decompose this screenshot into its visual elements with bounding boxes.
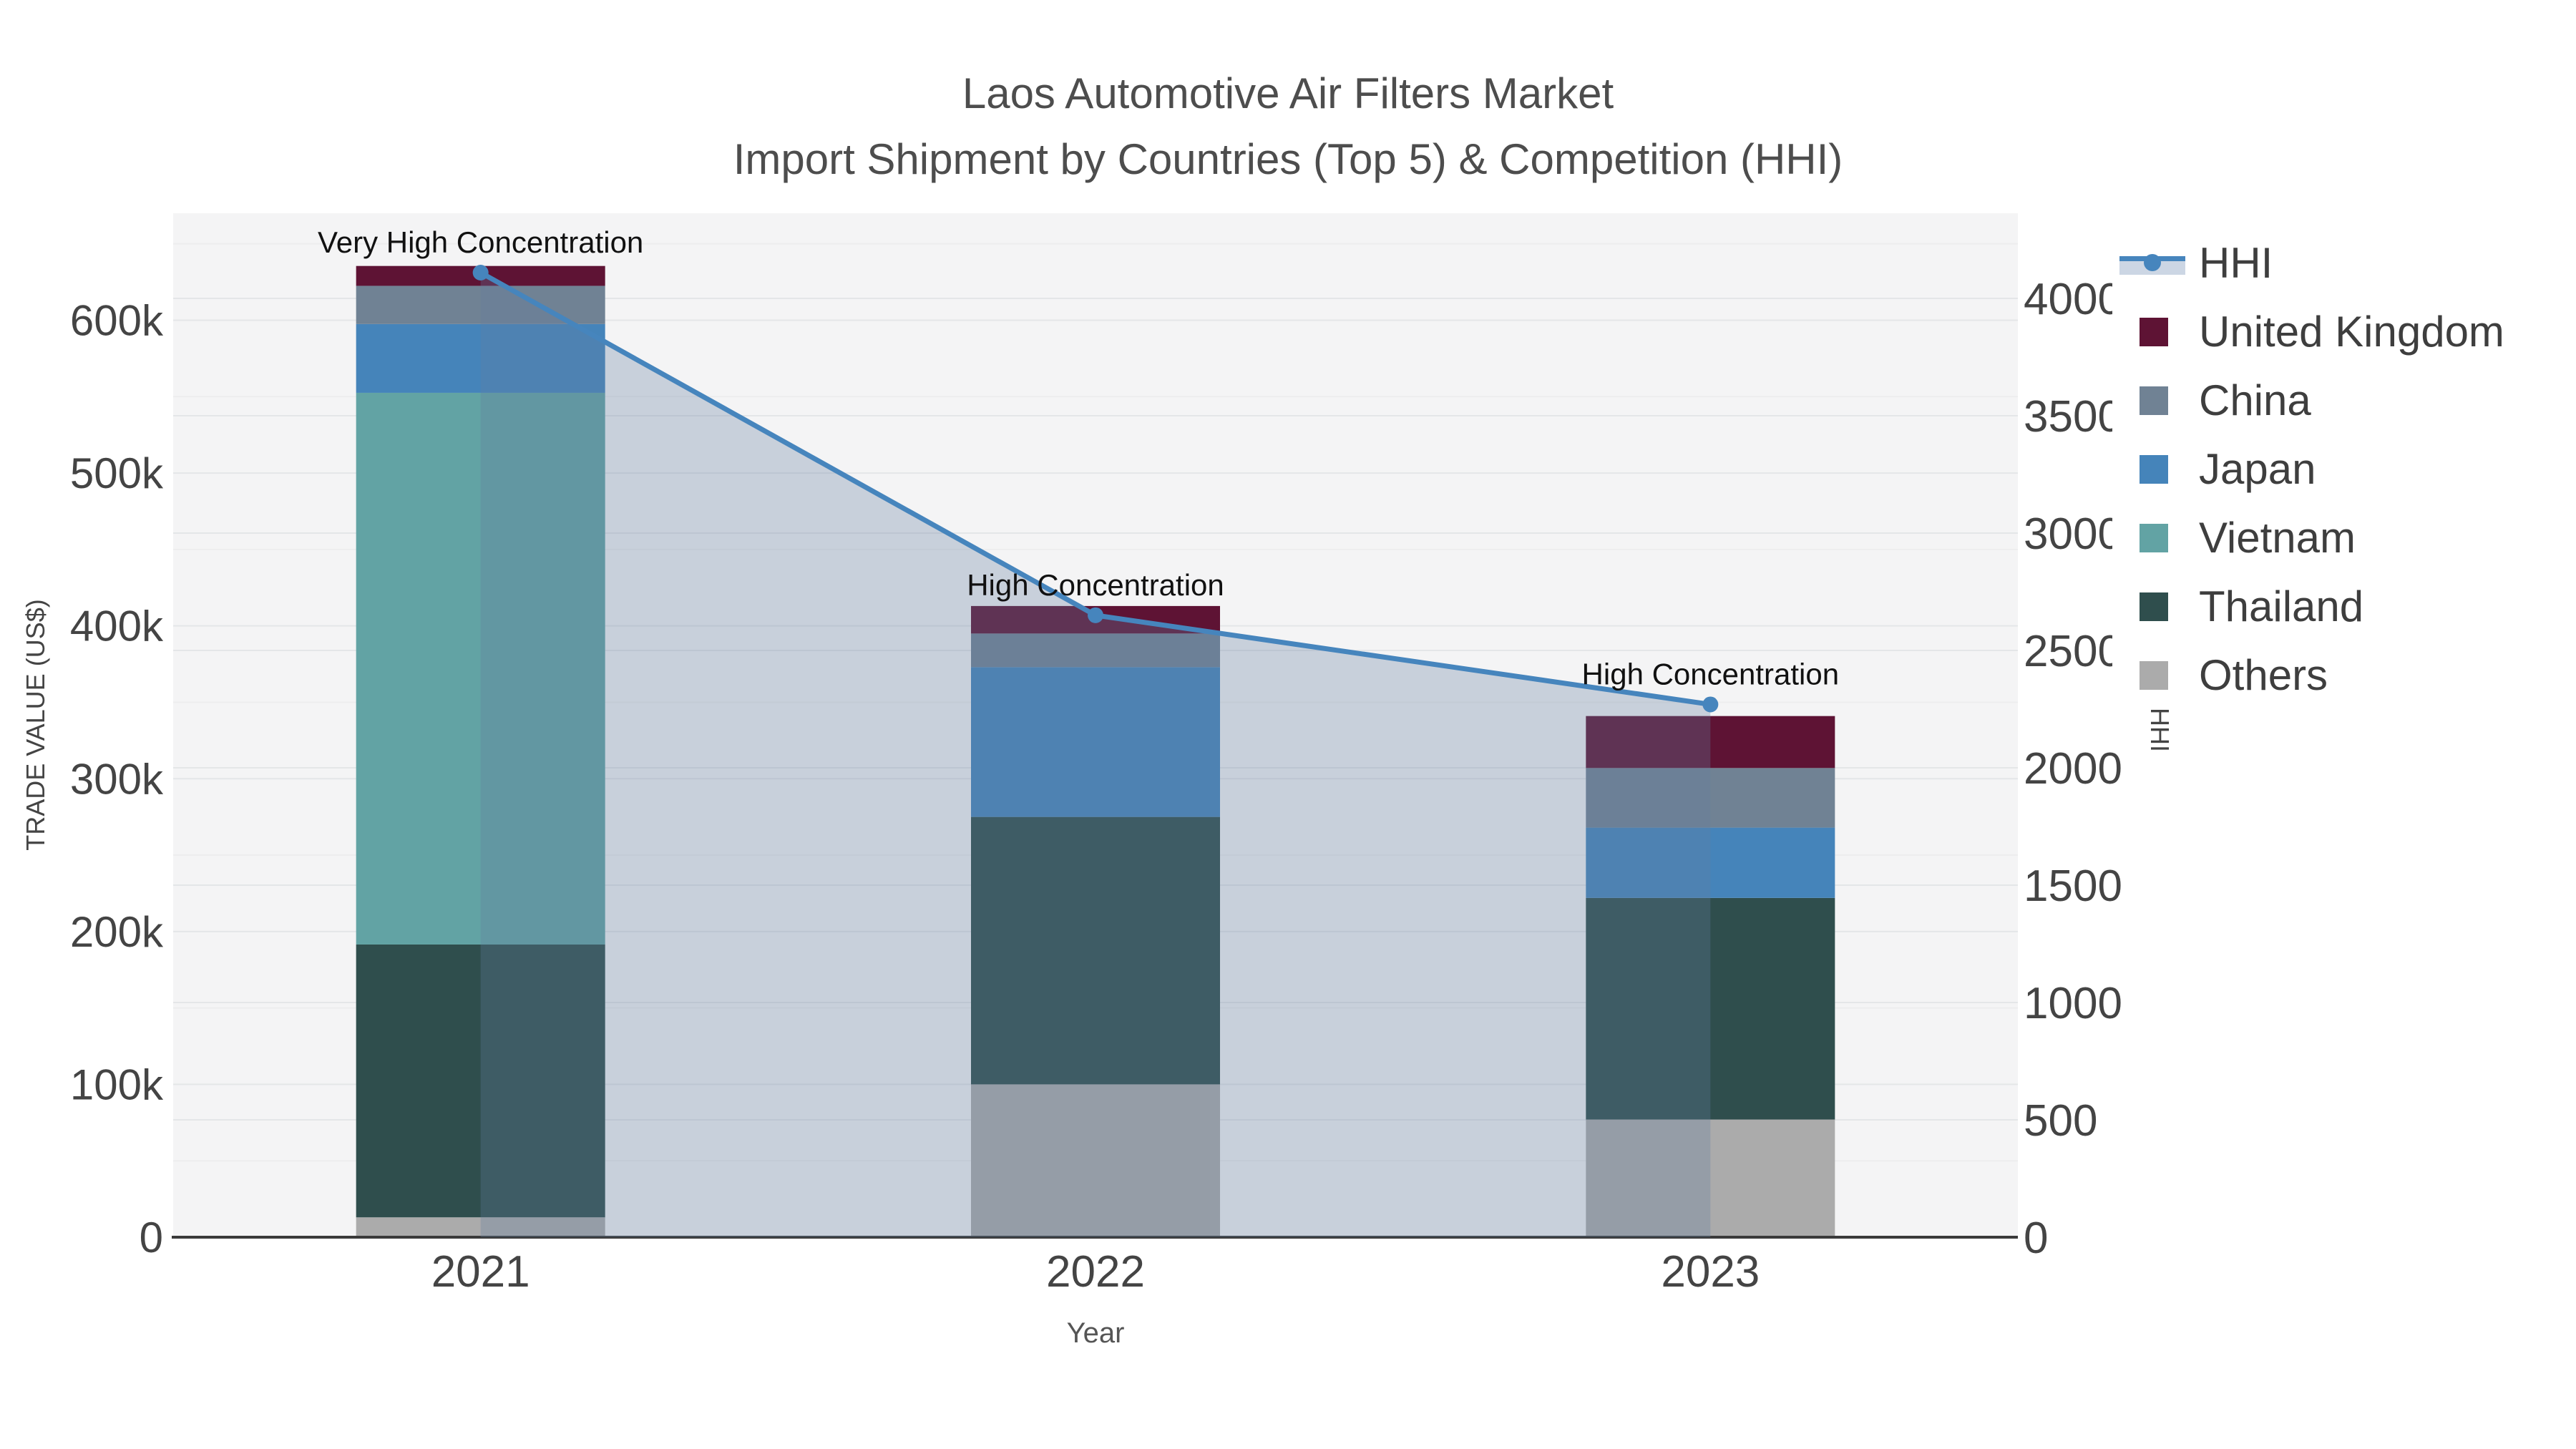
legend-item-china[interactable]: China bbox=[2112, 366, 2567, 435]
chart-title: Laos Automotive Air Filters Market bbox=[962, 69, 1614, 117]
legend-color-swatch-icon bbox=[2140, 455, 2168, 484]
hhi-marker-2022[interactable] bbox=[1088, 607, 1103, 623]
hhi-area-fill bbox=[480, 272, 1711, 1238]
x-tick-label-2022: 2022 bbox=[1046, 1247, 1145, 1297]
y-left-tick-label: 600k bbox=[70, 297, 164, 345]
annotation-2021: Very High Concentration bbox=[318, 225, 643, 259]
chart-subtitle: Import Shipment by Countries (Top 5) & C… bbox=[733, 135, 1843, 183]
bar-segment-vietnam-2021[interactable] bbox=[356, 392, 605, 945]
legend-label: Vietnam bbox=[2199, 514, 2356, 562]
y-right-tick-label: 3000 bbox=[2024, 509, 2122, 559]
bar-segment-united-kingdom-2023[interactable] bbox=[1586, 716, 1835, 769]
legend-color-swatch-icon bbox=[2140, 661, 2168, 690]
bar-segment-japan-2021[interactable] bbox=[356, 323, 605, 393]
legend-label: Others bbox=[2199, 651, 2328, 699]
x-tick-label-2021: 2021 bbox=[431, 1247, 530, 1297]
y-left-tick-label: 0 bbox=[140, 1214, 163, 1262]
legend-label: HHI bbox=[2199, 239, 2273, 287]
legend-item-thailand[interactable]: Thailand bbox=[2112, 572, 2567, 641]
bar-segment-others-2022[interactable] bbox=[971, 1084, 1220, 1237]
legend-item-united-kingdom[interactable]: United Kingdom bbox=[2112, 298, 2567, 366]
bar-segment-thailand-2022[interactable] bbox=[971, 816, 1220, 1085]
hhi-marker-swatch bbox=[2144, 254, 2161, 271]
bar-segment-japan-2023[interactable] bbox=[1586, 827, 1835, 898]
legend-label: China bbox=[2199, 376, 2311, 424]
legend-item-japan[interactable]: Japan bbox=[2112, 435, 2567, 504]
legend-item-hhi[interactable]: HHI bbox=[2112, 229, 2567, 298]
bar-segment-china-2021[interactable] bbox=[356, 286, 605, 324]
annotation-2023: High Concentration bbox=[1582, 657, 1840, 691]
legend-item-vietnam[interactable]: Vietnam bbox=[2112, 504, 2567, 572]
bar-segment-thailand-2021[interactable] bbox=[356, 944, 605, 1218]
x-axis-title: Year bbox=[1067, 1317, 1125, 1349]
y-right-tick-label: 2000 bbox=[2024, 744, 2122, 794]
bar-segment-others-2021[interactable] bbox=[356, 1217, 605, 1237]
y-right-tick-label: 0 bbox=[2024, 1214, 2048, 1263]
y-right-tick-label: 1000 bbox=[2024, 979, 2122, 1028]
legend: HHI United Kingdom China Japan Vietnam Thaila… bbox=[2112, 229, 2567, 710]
bar-segment-japan-2022[interactable] bbox=[971, 667, 1220, 817]
legend-item-others[interactable]: Others bbox=[2112, 641, 2567, 710]
bar-segment-thailand-2023[interactable] bbox=[1586, 897, 1835, 1120]
x-tick-label-2023: 2023 bbox=[1661, 1247, 1760, 1297]
legend-color-swatch-icon bbox=[2140, 524, 2168, 552]
y-right-tick-label: 1500 bbox=[2024, 862, 2122, 911]
y-left-tick-label: 400k bbox=[70, 602, 164, 650]
hhi-marker-2021[interactable] bbox=[472, 264, 489, 280]
y-right-tick-label: 3500 bbox=[2024, 392, 2122, 441]
bar-segment-china-2022[interactable] bbox=[971, 633, 1220, 668]
hhi-line-swatch-icon bbox=[2119, 250, 2185, 276]
y-right-axis-title: HHI bbox=[2145, 708, 2175, 752]
y-right-tick-label: 2500 bbox=[2024, 627, 2122, 676]
y-left-tick-label: 200k bbox=[70, 908, 164, 956]
legend-color-swatch-icon bbox=[2140, 386, 2168, 415]
legend-label: Japan bbox=[2199, 445, 2316, 493]
y-left-axis-title: TRADE VALUE (US$) bbox=[21, 599, 50, 850]
legend-color-swatch-icon bbox=[2140, 318, 2168, 346]
bar-segment-others-2023[interactable] bbox=[1586, 1119, 1835, 1237]
y-left-tick-label: 300k bbox=[70, 755, 164, 803]
legend-label: Thailand bbox=[2199, 582, 2364, 630]
y-left-tick-label: 100k bbox=[70, 1060, 164, 1108]
legend-color-swatch-icon bbox=[2140, 592, 2168, 621]
legend-label: United Kingdom bbox=[2199, 308, 2504, 356]
annotation-2022: High Concentration bbox=[967, 568, 1224, 602]
y-right-tick-label: 500 bbox=[2024, 1096, 2097, 1146]
y-left-tick-label: 500k bbox=[70, 449, 164, 497]
hhi-marker-2023[interactable] bbox=[1702, 696, 1719, 713]
bar-segment-china-2023[interactable] bbox=[1586, 768, 1835, 828]
y-right-tick-label: 4000 bbox=[2024, 275, 2122, 324]
